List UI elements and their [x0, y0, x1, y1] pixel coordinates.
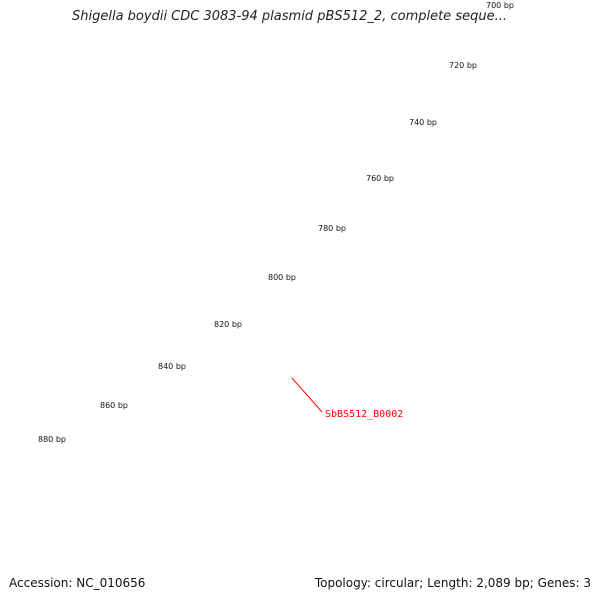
tick-label: 840 bp: [158, 362, 186, 371]
gene-label[interactable]: SbBS512_B0002: [325, 409, 403, 420]
tick-label: 760 bp: [366, 174, 394, 183]
tick-label: 860 bp: [100, 401, 128, 410]
tick-label: 700 bp: [486, 1, 514, 10]
tick-label: 740 bp: [409, 118, 437, 127]
tick-label: 800 bp: [268, 273, 296, 282]
tick-label: 780 bp: [318, 224, 346, 233]
gene-label-line: [291, 377, 323, 413]
map-title: Shigella boydii CDC 3083-94 plasmid pBS5…: [72, 9, 507, 24]
topology-summary: Topology: circular; Length: 2,089 bp; Ge…: [314, 576, 591, 590]
accession-text: Accession: NC_010656: [9, 576, 146, 590]
tick-label: 720 bp: [449, 61, 477, 70]
tick-label: 820 bp: [214, 320, 242, 329]
tick-labels: 700 bp 720 bp 740 bp 760 bp 780 bp 800 bp 820 …: [38, 1, 514, 444]
tick-label: 880 bp: [38, 435, 66, 444]
